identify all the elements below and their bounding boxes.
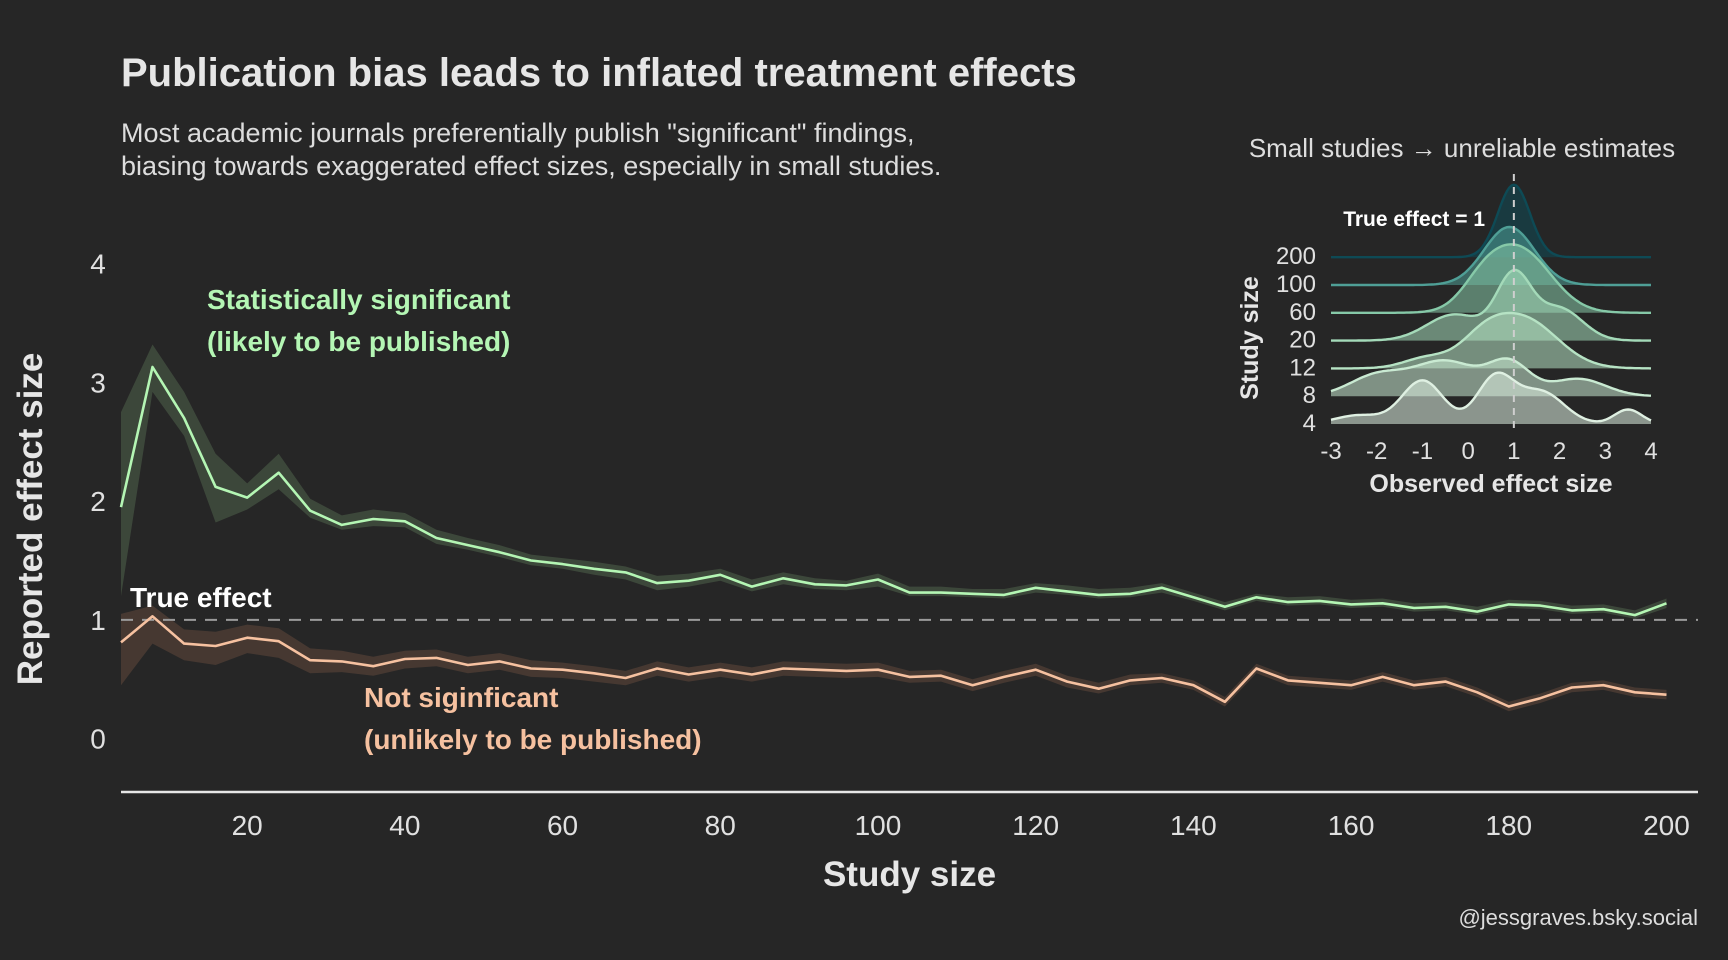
x-tick-labels: 20 40 60 80 100 120 140 160 180 200	[232, 810, 1690, 841]
x-tick-label-9: 200	[1643, 810, 1690, 841]
ridge-fill-60	[1331, 244, 1651, 313]
ridge-line-8	[1330, 357, 1652, 397]
inset-x-tick-label-6: 3	[1599, 438, 1612, 465]
ridge-line-200	[1331, 183, 1651, 259]
inset-title: Small studies → unreliable estimates	[1249, 133, 1675, 163]
y-axis-title: Reported effect size	[11, 353, 50, 686]
inset-y-tick-label-6: 200	[1276, 243, 1316, 270]
inset-y-tick-label-3: 20	[1289, 327, 1316, 354]
y-tick-label-1: 1	[90, 605, 106, 636]
ridge-line-4	[1330, 371, 1652, 423]
inset-x-tick-label-3: 0	[1461, 438, 1474, 465]
ridge-fill-12	[1331, 313, 1651, 369]
inset-x-tick-label-2: -1	[1412, 438, 1433, 465]
inset-y-tick-label-1: 8	[1303, 382, 1316, 409]
x-axis-title: Study size	[823, 855, 996, 894]
main-plot: True effect 20 40 60 80 100 120 140 160 180 200 0…	[11, 249, 1698, 894]
inset-true-effect-label: True effect = 1	[1343, 208, 1485, 231]
series-line-1	[120, 615, 1667, 708]
confidence-band-0	[121, 344, 1667, 619]
x-tick-label-1: 40	[389, 810, 420, 841]
x-tick-label-7: 160	[1328, 810, 1375, 841]
inset-y-axis-title: Study size	[1236, 276, 1264, 400]
x-tick-label-0: 20	[232, 810, 263, 841]
inset-y-tick-label-4: 60	[1289, 299, 1316, 326]
series-lines	[119, 365, 1667, 708]
y-tick-labels: 0 1 2 3 4	[90, 249, 106, 755]
chart-title: Publication bias leads to inflated treat…	[121, 51, 1077, 95]
true-effect-label: True effect	[130, 582, 272, 613]
x-tick-label-3: 80	[705, 810, 736, 841]
inset-x-axis-title: Observed effect size	[1369, 470, 1612, 498]
caption: @jessgraves.bsky.social	[1458, 905, 1698, 930]
x-tick-label-6: 140	[1170, 810, 1217, 841]
chart-subtitle-line-2: biasing towards exaggerated effect sizes…	[121, 151, 941, 181]
inset-x-tick-label-5: 2	[1553, 438, 1566, 465]
significant-annotation-line-1: Statistically significant	[207, 284, 510, 315]
series-line-0	[119, 365, 1667, 617]
y-tick-label-2: 2	[90, 486, 106, 517]
ridge-line-12	[1331, 311, 1652, 370]
inset-x-tick-label-7: 4	[1644, 438, 1657, 465]
inset-ridges	[1330, 183, 1652, 424]
ridge-line-100	[1331, 225, 1651, 287]
chart-subtitle-line-1: Most academic journals preferentially pu…	[121, 118, 915, 148]
inset-y-tick-label-2: 12	[1289, 354, 1316, 381]
x-tick-label-2: 60	[547, 810, 578, 841]
y-tick-label-4: 4	[90, 249, 106, 280]
not-significant-annotation-line-1: Not siginficant	[364, 682, 558, 713]
ridge-line-60	[1331, 243, 1651, 314]
significant-annotation-line-2: (likely to be published)	[207, 326, 510, 357]
inset-x-tick-label-0: -3	[1320, 438, 1341, 465]
ridge-line-20	[1331, 268, 1651, 342]
x-tick-label-4: 100	[855, 810, 902, 841]
inset-ridgeline-plot: Small studies → unreliable estimates Tru…	[1236, 133, 1675, 498]
inset-x-tick-label-4: 1	[1507, 438, 1520, 465]
not-significant-annotation-line-2: (unlikely to be published)	[364, 724, 702, 755]
y-tick-label-0: 0	[90, 724, 106, 755]
ridge-fill-20	[1331, 270, 1651, 341]
inset-x-tick-label-1: -2	[1366, 438, 1387, 465]
inset-y-tick-label-0: 4	[1303, 410, 1316, 437]
inset-y-tick-label-5: 100	[1276, 271, 1316, 298]
x-tick-label-5: 120	[1012, 810, 1059, 841]
x-tick-label-8: 180	[1485, 810, 1532, 841]
y-tick-label-3: 3	[90, 367, 106, 398]
inset-x-tick-labels: -3 -2 -1 0 1 2 3 4	[1320, 438, 1657, 465]
